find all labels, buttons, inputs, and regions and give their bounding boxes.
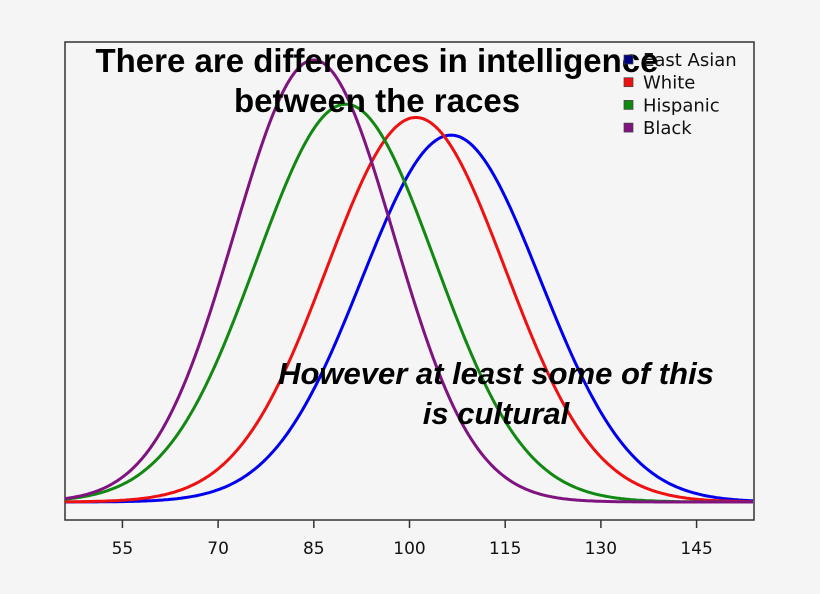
curves — [64, 58, 754, 504]
legend-label: East Asian — [643, 50, 737, 71]
chart-title: There are differences in intelligence be… — [95, 42, 658, 119]
legend-swatch-icon — [623, 54, 634, 65]
curve-black — [64, 58, 753, 504]
curve-east-asian — [65, 133, 754, 504]
legend-label: Hispanic — [643, 95, 720, 116]
x-tick-label: 55 — [112, 539, 134, 559]
legend-swatch-icon — [623, 122, 634, 133]
annotation-line-1: However at least some of this — [278, 356, 714, 391]
title-line-2: between the races — [234, 82, 520, 119]
x-tick-label: 85 — [303, 539, 325, 559]
curve-hispanic — [64, 102, 753, 504]
legend-label: White — [643, 73, 695, 94]
x-tick-label: 145 — [680, 539, 712, 559]
legend-label: Black — [643, 118, 692, 139]
legend-swatch-icon — [623, 77, 634, 88]
x-tick-label: 70 — [207, 539, 229, 559]
title-line-1: There are differences in intelligence — [95, 42, 658, 79]
x-axis: 55 70 85 100 115 130 145 — [112, 520, 713, 559]
x-tick-label: 100 — [393, 539, 425, 559]
x-tick-label: 130 — [585, 539, 617, 559]
legend-swatch-icon — [623, 100, 634, 110]
x-tick-label: 115 — [489, 539, 521, 559]
annotation: However at least some of this is cultura… — [278, 356, 714, 431]
plot-area — [64, 41, 755, 521]
annotation-line-2: is cultural — [423, 396, 571, 431]
curve-white — [65, 116, 753, 504]
